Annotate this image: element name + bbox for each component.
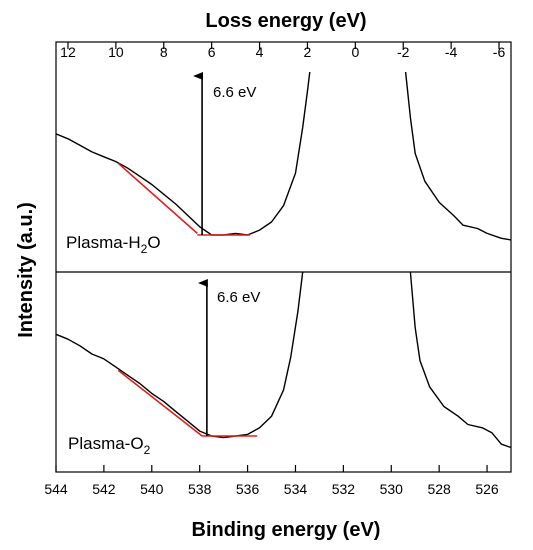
panel-label-o2-sub: 2 <box>144 443 151 457</box>
top-tick-label: 2 <box>304 44 312 60</box>
top-tick-label: 12 <box>60 44 76 60</box>
panel-label-h2o: Plasma-H2O <box>66 233 161 256</box>
panel-label-o2: Plasma-O2 <box>68 434 151 457</box>
top-axis-title: Loss energy (eV) <box>205 10 366 32</box>
data-layer <box>55 71 512 449</box>
arrow-label-o2: 6.6 eV <box>217 289 260 306</box>
panel-label-o2-main: Plasma-O <box>68 434 144 453</box>
bottom-tick-label: 532 <box>332 481 356 497</box>
spectrum-line-left <box>55 271 304 439</box>
top-tick-label: 10 <box>108 44 124 60</box>
panel-label-h2o-sub: 2 <box>141 242 148 256</box>
y-axis-title: Intensity (a.u.) <box>15 202 37 338</box>
top-tick-label: -6 <box>493 44 506 60</box>
bottom-tick-label: 540 <box>140 481 164 497</box>
top-tick-label: -2 <box>397 44 410 60</box>
spectrum-line-right <box>404 71 512 241</box>
arrow-label-h2o: 6.6 eV <box>213 84 256 101</box>
panel-label-h2o-main: Plasma-H <box>66 233 141 252</box>
plot-frame <box>55 41 512 473</box>
bottom-axis-title: Binding energy (eV) <box>192 519 381 541</box>
bottom-tick-label: 530 <box>380 481 404 497</box>
top-tick-label: 4 <box>256 44 264 60</box>
spectrum-line-right <box>409 271 512 449</box>
tick-layer: 544 542 540 538 536 534 532 530 528 526 12 10 8 6 4 2 0 -… <box>44 42 505 497</box>
bottom-tick-label: 542 <box>92 481 116 497</box>
bottom-tick-label: 528 <box>427 481 451 497</box>
panel-label-h2o-tail: O <box>147 233 160 252</box>
linear-fit-line <box>117 369 203 437</box>
bottom-tick-label: 538 <box>188 481 212 497</box>
bottom-tick-label: 526 <box>475 481 499 497</box>
spectrum-line-left <box>55 71 311 236</box>
linear-fit-line <box>117 162 198 234</box>
bottom-tick-label: 544 <box>44 481 68 497</box>
bottom-tick-label: 534 <box>284 481 308 497</box>
bottom-tick-label: 536 <box>236 481 260 497</box>
top-tick-label: -4 <box>445 44 458 60</box>
top-tick-label: 6 <box>208 44 216 60</box>
top-tick-label: 0 <box>351 44 359 60</box>
top-tick-label: 8 <box>160 44 168 60</box>
